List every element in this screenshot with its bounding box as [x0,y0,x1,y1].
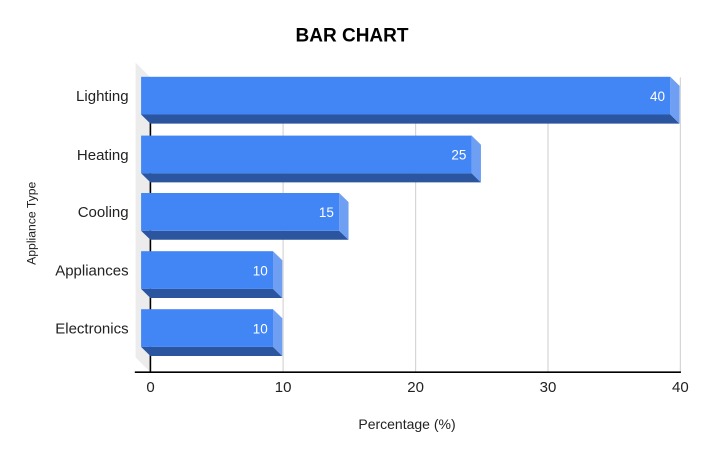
svg-text:Cooling: Cooling [78,204,129,221]
svg-text:Electronics: Electronics [55,320,128,337]
svg-text:0: 0 [146,379,154,396]
svg-text:20: 20 [407,379,424,396]
svg-text:Heating: Heating [77,147,129,164]
svg-text:Lighting: Lighting [76,88,129,105]
svg-text:25: 25 [451,148,466,163]
svg-text:40: 40 [672,379,689,396]
svg-text:Appliance Type: Appliance Type [25,182,39,265]
svg-text:10: 10 [275,379,292,396]
svg-text:40: 40 [650,89,665,104]
svg-text:30: 30 [540,379,557,396]
svg-text:10: 10 [253,321,268,336]
svg-text:BAR CHART: BAR CHART [296,25,409,46]
svg-text:15: 15 [319,205,334,220]
svg-text:Percentage (%): Percentage (%) [358,416,455,432]
svg-text:Appliances: Appliances [55,262,128,279]
svg-text:10: 10 [253,263,268,278]
